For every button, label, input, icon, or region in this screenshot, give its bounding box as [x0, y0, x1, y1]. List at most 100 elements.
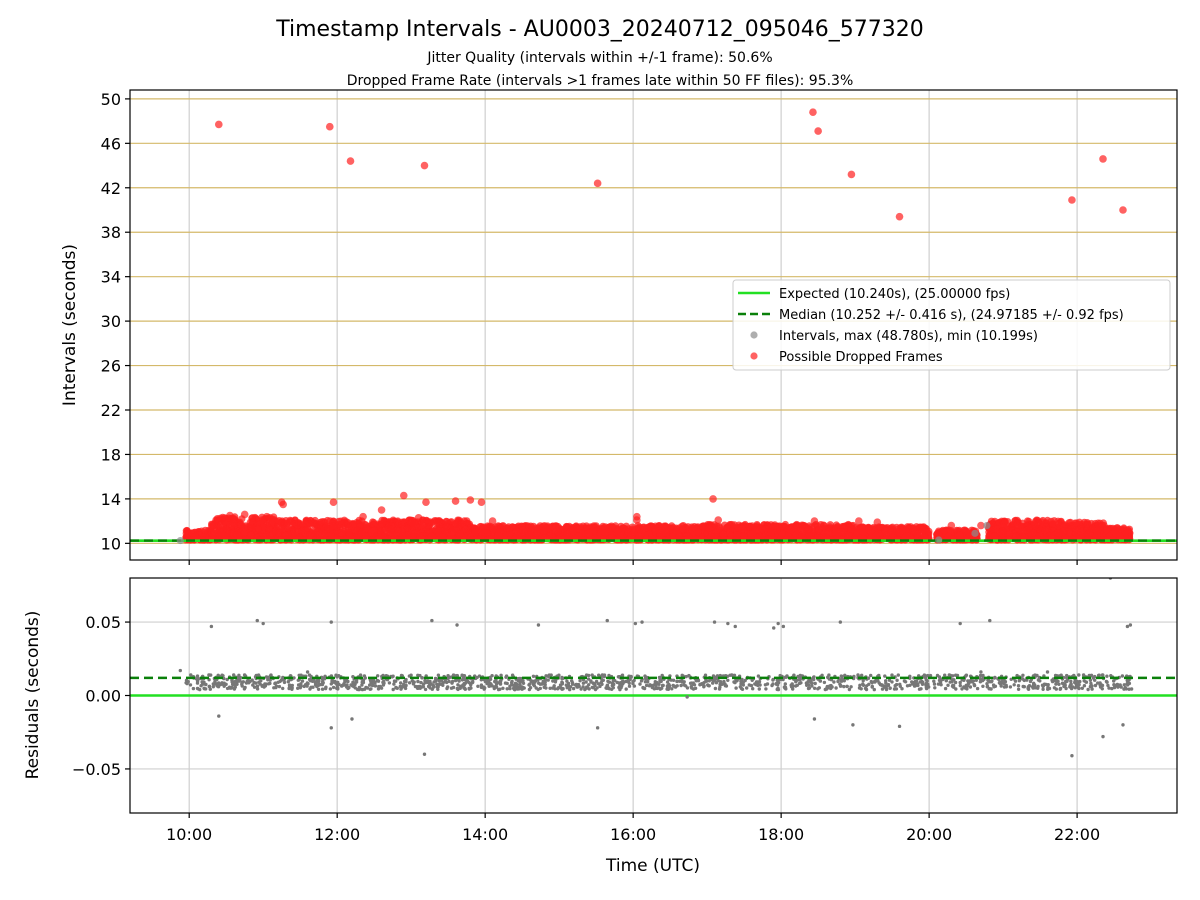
top-axes-frame: [129, 89, 1178, 561]
dense-dropped-point: [213, 515, 221, 523]
dense-dropped-point: [321, 530, 329, 539]
dense-dropped-point: [237, 521, 245, 529]
dense-dropped-point: [398, 528, 406, 536]
dense-dropped-point: [792, 531, 800, 539]
dense-dropped-point: [412, 522, 420, 530]
dropped-frame-point: [895, 212, 904, 221]
dense-dropped-point: [824, 527, 832, 536]
dense-dropped-point: [454, 520, 462, 528]
dense-dropped-point: [381, 526, 389, 534]
dense-dropped-point: [705, 524, 713, 532]
interval-point: [983, 521, 991, 530]
residual-point: [596, 682, 601, 686]
top-dense-points: [182, 513, 1134, 544]
dropped-frame-point: [714, 516, 723, 524]
residual-point: [1036, 684, 1040, 689]
dropped-frame-point: [1068, 196, 1076, 204]
dense-dropped-point: [182, 527, 190, 535]
dense-dropped-point: [1112, 530, 1120, 538]
top-ytick-label: 42: [101, 179, 121, 198]
dense-dropped-point: [991, 532, 999, 540]
dense-dropped-point: [378, 520, 386, 528]
dense-dropped-point: [1008, 524, 1016, 532]
dense-dropped-point: [422, 516, 430, 524]
dense-dropped-point: [733, 531, 741, 539]
dense-dropped-point: [1041, 526, 1049, 535]
dropped-frame-point: [855, 517, 863, 525]
dense-dropped-point: [1065, 526, 1073, 535]
dense-dropped-point: [494, 531, 502, 539]
dense-dropped-point: [1088, 525, 1097, 533]
dense-dropped-point: [920, 533, 929, 541]
dropped-frame-point: [414, 513, 423, 522]
dense-dropped-point: [438, 533, 447, 541]
dense-dropped-point: [240, 530, 248, 538]
dense-dropped-point: [707, 532, 715, 540]
dropped-frame-point: [329, 498, 338, 507]
residual-point: [638, 682, 642, 686]
dense-dropped-point: [305, 520, 313, 528]
dense-dropped-point: [280, 521, 288, 529]
dense-dropped-point: [344, 521, 352, 529]
dense-dropped-point: [771, 522, 779, 530]
dense-dropped-point: [635, 532, 643, 540]
dense-dropped-point: [335, 517, 343, 525]
dense-dropped-point: [903, 532, 911, 540]
dropped-frame-point: [977, 521, 985, 530]
dense-dropped-point: [646, 523, 655, 531]
top-ytick-label: 10: [101, 534, 121, 553]
dense-dropped-point: [738, 525, 747, 533]
dense-dropped-point: [540, 527, 548, 535]
dense-dropped-point: [585, 530, 593, 538]
dropped-frame-point: [240, 510, 249, 519]
dropped-frame-point: [633, 516, 641, 524]
residual-point: [849, 685, 853, 689]
residual-point: [890, 680, 894, 684]
top-ytick-label: 46: [101, 134, 121, 153]
dense-dropped-point: [994, 521, 1002, 530]
dense-dropped-point: [767, 528, 775, 536]
dense-dropped-point: [230, 520, 238, 528]
dense-dropped-point: [533, 529, 541, 537]
dropped-frame-point: [873, 518, 882, 527]
bottom-dense-points: [184, 673, 1134, 692]
dense-dropped-point: [284, 531, 292, 540]
dense-dropped-point: [294, 518, 302, 527]
top-ytick-label: 30: [101, 312, 121, 331]
dense-dropped-point: [569, 527, 577, 536]
dense-dropped-point: [601, 529, 609, 537]
dense-dropped-point: [752, 523, 760, 531]
dense-dropped-point: [803, 527, 811, 535]
dense-dropped-point: [387, 525, 395, 534]
dense-dropped-point: [362, 532, 370, 541]
dense-dropped-point: [477, 528, 485, 536]
top-ytick-label: 50: [101, 90, 121, 109]
dropped-frame-point: [359, 512, 367, 521]
dense-dropped-point: [222, 525, 231, 533]
dropped-frame-point: [947, 521, 956, 530]
dropped-frame-point: [451, 497, 460, 505]
dense-dropped-point: [917, 523, 925, 531]
dense-dropped-point: [541, 522, 549, 530]
dense-dropped-point: [822, 533, 830, 541]
dense-dropped-point: [675, 533, 683, 541]
dense-dropped-point: [435, 517, 443, 525]
interval-point: [176, 536, 184, 545]
dense-dropped-point: [247, 531, 255, 539]
dense-dropped-point: [894, 528, 903, 536]
dense-dropped-point: [410, 530, 418, 538]
residual-point: [834, 686, 838, 690]
dropped-frame-point: [814, 127, 822, 135]
dense-dropped-point: [1049, 520, 1057, 528]
top-ytick-label: 22: [101, 401, 121, 420]
dropped-frame-point: [847, 170, 856, 179]
dense-dropped-point: [814, 526, 823, 535]
residual-point: [584, 680, 588, 684]
dense-dropped-point: [922, 525, 931, 533]
dense-dropped-point: [442, 523, 450, 531]
dense-dropped-point: [886, 527, 894, 535]
dense-dropped-point: [1059, 527, 1068, 535]
dropped-frame-point: [488, 517, 497, 525]
interval-point: [935, 536, 943, 544]
